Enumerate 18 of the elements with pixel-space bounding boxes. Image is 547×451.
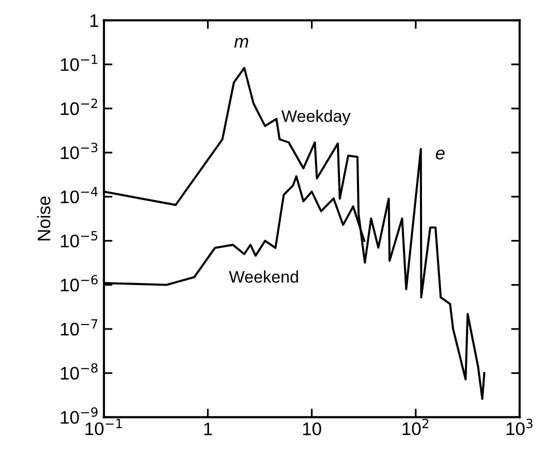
x-tick-label: 10$^{3}$ (506, 418, 532, 436)
y-axis-title: Noise (37, 196, 50, 240)
y-tick-label: 10$^{−2}$ (60, 98, 98, 116)
x-tick-label: 10$^{2}$ (402, 418, 428, 436)
y-tick-label: 10$^{−5}$ (60, 231, 98, 248)
y-tick-label: 10$^{−7}$ (60, 319, 98, 336)
y-tick-label: 10$^{−6}$ (60, 274, 98, 292)
y-tick-label: 10$^{−3}$ (60, 142, 98, 160)
series-label: Weekend (229, 270, 298, 283)
y-tick-label: 10$^{−4}$ (60, 186, 98, 204)
x-tick-label: 10 (303, 422, 322, 436)
y-tick-label: 10$^{−1}$ (60, 54, 98, 71)
x-tick-label: 1 (204, 422, 212, 436)
y-tick-label: 10$^{−8}$ (60, 363, 98, 380)
annotation: m (234, 38, 248, 48)
y-tick-label: 1 (90, 14, 98, 27)
annotation: e (436, 150, 445, 160)
series-label: Weekday (281, 110, 351, 126)
